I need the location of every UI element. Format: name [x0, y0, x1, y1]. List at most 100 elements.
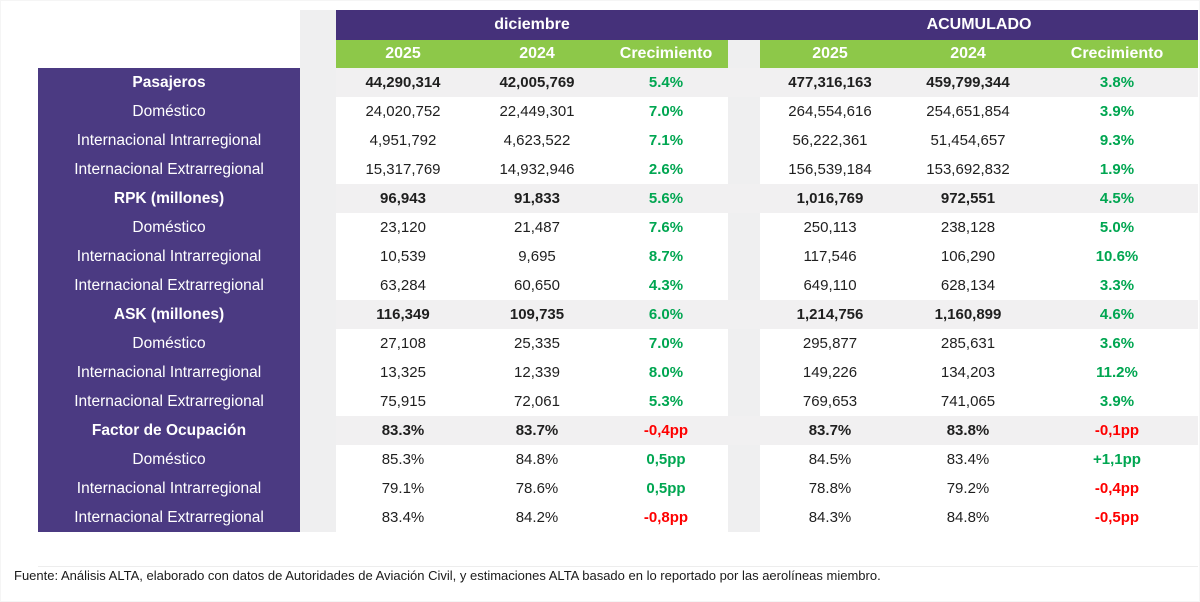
row-label: Internacional Extrarregional	[38, 271, 300, 300]
value-cell: 264,554,616	[788, 103, 872, 120]
growth-cell: 4.3%	[648, 277, 684, 294]
value-cell: 477,316,163	[760, 68, 900, 97]
value-cell: 42,005,769	[470, 68, 604, 97]
value-cell: 649,110	[803, 277, 857, 294]
growth-cell: -0,5pp	[1094, 509, 1140, 526]
growth-cell: -0,1pp	[1036, 416, 1198, 445]
value-cell: 21,487	[514, 219, 560, 236]
value-cell: 9,695	[518, 248, 556, 265]
value-cell: 285,631	[940, 335, 996, 352]
spacer-cell	[728, 184, 760, 213]
row-label: ASK (millones)	[38, 300, 300, 329]
value-cell: 79.2%	[946, 480, 990, 497]
value-cell: 83.7%	[470, 416, 604, 445]
growth-cell: 7.6%	[648, 219, 684, 236]
row-label: Doméstico	[38, 97, 300, 126]
value-cell: 628,134	[940, 277, 996, 294]
growth-cell: 4.6%	[1036, 300, 1198, 329]
row-label: Pasajeros	[38, 68, 300, 97]
growth-cell: +1,1pp	[1093, 451, 1141, 468]
row-label: Internacional Intrarregional	[38, 126, 300, 155]
period-header-gap	[728, 10, 760, 40]
value-cell: 85.3%	[381, 451, 425, 468]
growth-cell: 8.7%	[648, 248, 684, 265]
value-cell: 72,061	[514, 393, 560, 410]
column-header-acum-2025: 2025	[760, 40, 900, 68]
value-cell: 83.4%	[946, 451, 990, 468]
value-cell: 75,915	[380, 393, 426, 410]
value-cell: 149,226	[802, 364, 858, 381]
value-cell: 96,943	[336, 184, 470, 213]
value-cell: 116,349	[336, 300, 470, 329]
period-header-band: diciembre ACUMULADO	[336, 10, 1198, 40]
growth-cell: 5.4%	[604, 68, 728, 97]
value-cell: 78.6%	[515, 480, 559, 497]
column-header-acum-2024: 2024	[900, 40, 1036, 68]
value-cell: 459,799,344	[900, 68, 1036, 97]
value-cell: 153,692,832	[926, 161, 1010, 178]
column-header-dic-crecimiento: Crecimiento	[604, 40, 728, 68]
growth-cell: 0,5pp	[646, 451, 686, 468]
value-cell: 10,539	[380, 248, 426, 265]
value-cell: 254,651,854	[926, 103, 1010, 120]
column-header-acum-crecimiento: Crecimiento	[1036, 40, 1198, 68]
value-cell: 84.5%	[808, 451, 852, 468]
value-cell: 295,877	[802, 335, 858, 352]
divider-line	[38, 566, 1198, 567]
growth-cell: 3.9%	[1099, 393, 1135, 410]
row-label: Internacional Extrarregional	[38, 387, 300, 416]
value-cell: 156,539,184	[788, 161, 872, 178]
value-cell: 15,317,769	[365, 161, 441, 178]
value-cell: 134,203	[940, 364, 996, 381]
value-cell: 27,108	[380, 335, 426, 352]
row-label: Doméstico	[38, 329, 300, 358]
value-cell: 44,290,314	[336, 68, 470, 97]
growth-cell: 11.2%	[1096, 364, 1138, 381]
row-label: Internacional Intrarregional	[38, 242, 300, 271]
row-label: Doméstico	[38, 213, 300, 242]
column-header-dic-2025: 2025	[336, 40, 470, 68]
growth-cell: -0,8pp	[643, 509, 689, 526]
value-cell: 83.3%	[336, 416, 470, 445]
value-cell: 1,214,756	[760, 300, 900, 329]
growth-cell: -0,4pp	[604, 416, 728, 445]
spacer-cell	[728, 300, 760, 329]
spacer-cell	[728, 416, 760, 445]
row-label: Internacional Extrarregional	[38, 155, 300, 184]
value-cell: 25,335	[514, 335, 560, 352]
value-cell: 769,653	[802, 393, 858, 410]
growth-cell: 8.0%	[648, 364, 684, 381]
growth-cell: 3.9%	[1099, 103, 1135, 120]
growth-cell: 7.0%	[648, 103, 684, 120]
value-cell: 83.8%	[900, 416, 1036, 445]
column-header-dic-2024: 2024	[470, 40, 604, 68]
growth-cell: 5.6%	[604, 184, 728, 213]
value-cell: 56,222,361	[792, 132, 868, 149]
row-label: RPK (millones)	[38, 184, 300, 213]
growth-cell: 0,5pp	[646, 480, 686, 497]
value-cell: 14,932,946	[499, 161, 575, 178]
value-cell: 60,650	[514, 277, 560, 294]
growth-cell: 1.9%	[1099, 161, 1135, 178]
growth-cell: 7.0%	[648, 335, 684, 352]
value-cell: 13,325	[380, 364, 426, 381]
value-cell: 741,065	[940, 393, 996, 410]
growth-cell: 9.3%	[1099, 132, 1135, 149]
growth-cell: 5.0%	[1099, 219, 1135, 236]
row-label: Factor de Ocupación	[38, 416, 300, 445]
table-grid: diciembre ACUMULADO 2025 2024 Crecimient…	[38, 10, 1198, 532]
value-cell: 22,449,301	[499, 103, 575, 120]
row-label: Doméstico	[38, 445, 300, 474]
value-cell: 63,284	[380, 277, 426, 294]
growth-cell: 5.3%	[648, 393, 684, 410]
period-header-acumulado: ACUMULADO	[926, 16, 1032, 33]
value-cell: 83.4%	[381, 509, 425, 526]
spacer-column-left	[300, 10, 336, 532]
row-label: Internacional Intrarregional	[38, 474, 300, 503]
value-cell: 51,454,657	[930, 132, 1006, 149]
value-cell: 106,290	[940, 248, 996, 265]
value-cell: 972,551	[900, 184, 1036, 213]
value-cell: 1,016,769	[760, 184, 900, 213]
value-cell: 84.2%	[515, 509, 559, 526]
value-cell: 91,833	[470, 184, 604, 213]
